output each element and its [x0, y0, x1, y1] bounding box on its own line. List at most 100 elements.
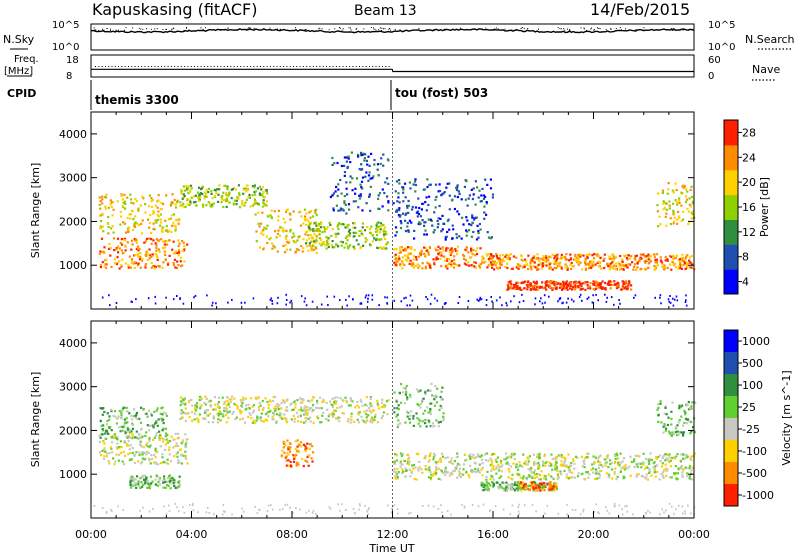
power-cell — [566, 267, 569, 270]
velocity-cell — [583, 462, 586, 465]
power-cell — [343, 156, 346, 159]
velocity-cell — [550, 453, 553, 456]
velocity-cell — [469, 453, 472, 456]
nsearch-tick-top: 10^5 — [708, 20, 735, 31]
power-cell — [427, 253, 430, 256]
velocity-cell — [259, 419, 262, 422]
power-cell — [234, 188, 238, 191]
velocity-cell — [453, 460, 456, 463]
nsearch-point — [328, 29, 330, 31]
power-cell — [525, 263, 528, 266]
velocity-cell — [122, 406, 125, 409]
power-cell — [672, 190, 675, 193]
power-cell — [452, 228, 455, 231]
velocity-cell — [120, 414, 123, 417]
nave-point — [253, 66, 255, 67]
power-cell — [684, 200, 687, 203]
power-noise — [269, 298, 272, 301]
power-cell — [470, 252, 473, 255]
power-cell — [380, 157, 383, 160]
power-cell — [558, 286, 561, 289]
velocity-cell — [598, 455, 601, 458]
power-cell — [470, 249, 473, 252]
power-cell — [285, 237, 288, 240]
power-cell — [676, 222, 679, 225]
power-cell — [441, 228, 444, 231]
nsearch-point — [563, 28, 565, 30]
velocity-cell — [553, 487, 556, 490]
power-cell — [444, 259, 447, 262]
power-cell — [210, 192, 213, 195]
power-cell — [360, 163, 363, 166]
power-cell — [535, 258, 538, 261]
velocity-cell — [432, 455, 435, 458]
power-cell — [665, 208, 668, 211]
velocity-cell — [397, 419, 400, 422]
velocity-cell — [126, 426, 129, 429]
velocity-noise — [358, 503, 361, 506]
power-cell — [562, 256, 565, 259]
power-noise — [406, 304, 408, 307]
power-cell — [477, 231, 480, 235]
velocity-cell — [437, 421, 440, 424]
power-cell — [571, 264, 574, 268]
power-cell — [401, 262, 405, 265]
velocity-cell — [520, 483, 523, 486]
power-cell — [431, 224, 434, 227]
velocity-cell — [113, 433, 116, 436]
power-cell — [331, 240, 334, 243]
power-cell — [364, 153, 367, 156]
power-cell — [267, 215, 270, 218]
power-cell — [201, 185, 204, 188]
power-cell — [114, 262, 117, 265]
power-cell — [401, 260, 404, 263]
power-cell — [273, 246, 276, 249]
velocity-cell — [688, 475, 692, 478]
power-cell — [321, 231, 324, 234]
nsearch-point — [583, 27, 585, 29]
power-cell — [552, 280, 555, 283]
power-cell — [262, 190, 265, 194]
velocity-cell — [688, 477, 692, 480]
power-cell — [447, 257, 451, 261]
power-cell — [448, 228, 451, 231]
power-noise — [367, 297, 369, 300]
velocity-cell — [433, 398, 436, 401]
power-cell — [577, 281, 580, 284]
power-cell — [134, 261, 137, 264]
nsky-panel-frame — [90, 23, 695, 51]
power-cell — [654, 268, 657, 271]
power-cell — [210, 190, 213, 193]
velocity-cell — [462, 473, 465, 476]
power-cell — [273, 210, 276, 213]
power-cell — [404, 258, 407, 261]
power-cell — [485, 213, 488, 216]
power-cell — [672, 222, 675, 225]
nsearch-point — [688, 29, 690, 31]
power-cell — [249, 205, 252, 208]
velocity-cell — [125, 410, 129, 413]
power-cell — [685, 255, 688, 258]
power-cell — [544, 284, 548, 287]
velocity-cell — [533, 473, 536, 476]
velocity-cell — [252, 411, 255, 414]
power-cell — [259, 222, 263, 225]
power-cell — [679, 266, 682, 269]
power-cell — [517, 281, 520, 284]
power-cell — [262, 233, 265, 236]
velocity-cell — [679, 431, 682, 434]
velocity-cell — [402, 470, 405, 473]
power-cell — [320, 226, 323, 229]
power-cell — [341, 241, 345, 244]
velocity-cell — [333, 401, 336, 404]
velocity-cell — [539, 478, 542, 481]
velocity-cell — [691, 478, 694, 481]
velocity-cell — [184, 412, 187, 415]
velocity-cell — [500, 475, 503, 478]
power-cell — [586, 256, 589, 259]
power-cell — [504, 255, 507, 258]
power-cell — [398, 257, 401, 260]
velocity-cell — [673, 473, 676, 476]
velocity-cell — [396, 407, 399, 410]
